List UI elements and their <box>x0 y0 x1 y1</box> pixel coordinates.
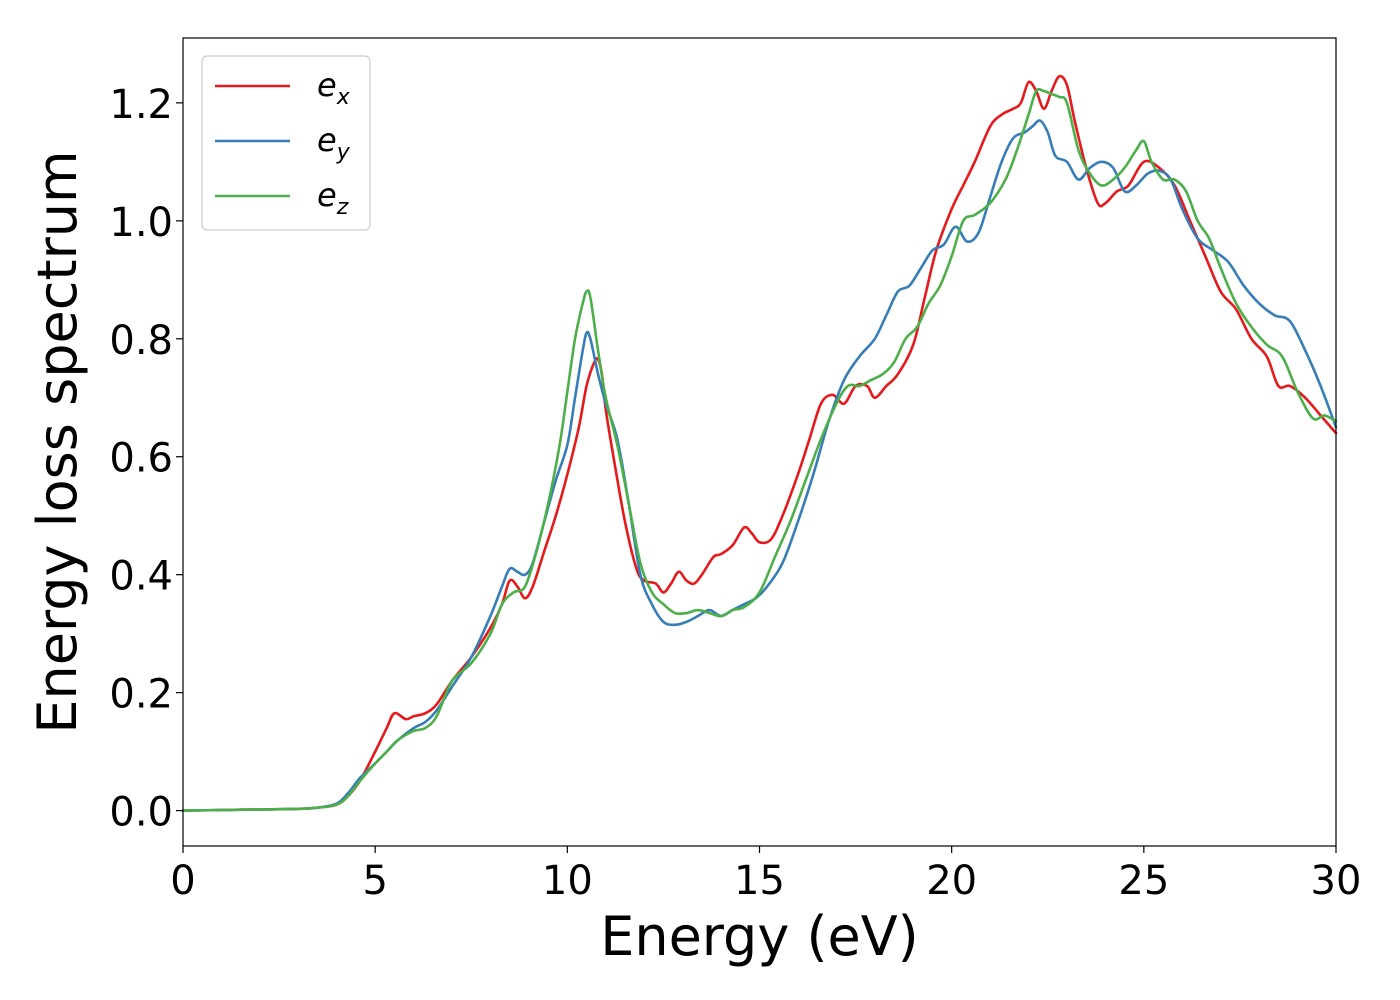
series-line-y <box>181 119 1338 812</box>
legend: ex ey ez <box>201 55 371 231</box>
y-tick-label: 0.6 <box>109 436 173 482</box>
x-tick-label: 30 <box>1311 858 1362 904</box>
x-tick-label: 25 <box>1118 858 1169 904</box>
x-tick-label: 20 <box>926 858 977 904</box>
x-tick-label: 10 <box>542 858 593 904</box>
legend-box <box>201 55 371 231</box>
x-axis-label: Energy (eV) <box>600 905 919 968</box>
legend-label-y: ey <box>317 121 351 165</box>
y-tick-label: 0.8 <box>109 318 173 364</box>
y-tick-label: 1.2 <box>109 82 173 128</box>
legend-label-z: ez <box>317 176 349 220</box>
x-tick-label: 5 <box>362 858 387 904</box>
y-axis-label: Energy loss spectrum <box>26 150 89 733</box>
y-tick-label: 0.2 <box>109 672 173 718</box>
y-axis: 0.0 0.2 0.4 0.6 0.8 1.0 1.2 <box>109 82 183 836</box>
y-tick-label: 1.0 <box>109 200 173 246</box>
legend-label-x: ex <box>317 66 351 110</box>
series-line-z <box>181 87 1338 812</box>
x-tick-label: 15 <box>734 858 785 904</box>
y-tick-label: 0.4 <box>109 554 173 600</box>
x-axis: 0 5 10 15 20 25 30 <box>170 846 1361 904</box>
x-tick-label: 0 <box>170 858 195 904</box>
y-tick-label: 0.0 <box>109 790 173 836</box>
series-lines <box>181 74 1338 812</box>
